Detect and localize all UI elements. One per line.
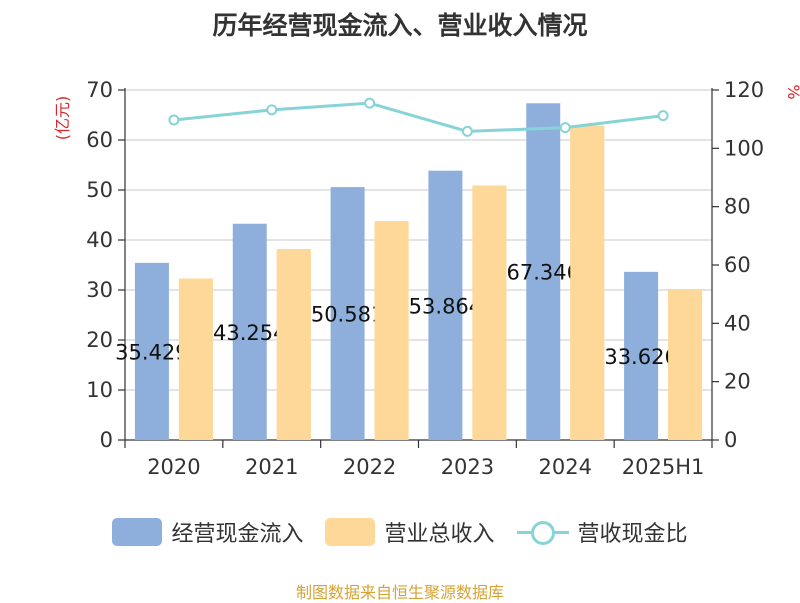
x-axis-tick-label: 2022 [343,455,396,479]
right-axis-tick-label: 100 [724,136,764,160]
bar-revenue-overlay [472,185,507,440]
x-axis-tick-label: 2023 [441,455,494,479]
left-axis-tick-label: 70 [86,78,113,102]
bar-cash-inflow [526,103,561,441]
bar-revenue-overlay [374,221,409,440]
right-axis-tick-label: 20 [724,370,751,394]
legend: 经营现金流入 营业总收入 营收现金比 [0,516,800,548]
left-axis-unit: (亿元) [53,96,72,141]
chart-title: 历年经营现金流入、营业收入情况 [212,11,588,40]
legend-swatch-cash-inflow [112,518,163,546]
data-label-cash-inflow: 50.581 [311,303,384,327]
right-axis-tick-label: 120 [724,78,764,102]
x-axis-tick-label: 2020 [147,455,200,479]
source-note: 制图数据来自恒生聚源数据库 [295,583,504,602]
bar-cash-inflow [428,170,463,440]
legend-label-revenue: 营业总收入 [384,522,495,547]
left-axis-tick-label: 20 [86,328,113,352]
legend-label-cash-ratio: 营收现金比 [577,522,688,547]
left-axis-tick-label: 0 [100,428,113,452]
x-axis-tick-label: 2025H1 [622,455,705,479]
right-axis-tick-label: 0 [724,428,737,452]
legend-item-cash-inflow[interactable]: 经营现金流入 [112,516,303,548]
legend-label-cash-inflow: 经营现金流入 [171,522,304,547]
data-label-cash-inflow: 35.429 [115,340,188,364]
bar-revenue-overlay [570,125,605,440]
left-axis-tick-label: 40 [86,228,113,252]
x-axis-tick-label: 2021 [245,455,298,479]
data-label-cash-inflow: 33.626 [604,345,677,369]
right-axis-tick-label: 60 [724,253,751,277]
left-axis-tick-label: 30 [86,278,113,302]
data-label-cash-inflow: 67.346 [507,261,580,285]
bar-revenue-overlay [178,278,213,440]
bar-cash-inflow [330,187,365,440]
data-label-cash-inflow: 43.254 [213,321,286,345]
point-cash-ratio [461,125,473,137]
point-cash-ratio [168,114,180,126]
bar-revenue-overlay [668,289,703,440]
point-cash-ratio [657,110,669,122]
right-axis-unit: % [784,84,800,99]
bar-cash-inflow [134,262,169,440]
bar-cash-inflow [232,223,267,440]
left-axis-tick-label: 50 [86,178,113,202]
point-cash-ratio [266,104,278,116]
data-label-cash-inflow: 53.864 [409,294,482,318]
left-axis-tick-label: 60 [86,128,113,152]
line-cash-ratio [173,101,664,133]
right-axis-tick-label: 40 [724,311,751,335]
point-cash-ratio [559,122,571,134]
left-axis-tick-label: 10 [86,378,113,402]
bar-revenue-overlay [276,249,311,440]
legend-swatch-revenue [325,518,376,546]
bar-cash-inflow [624,271,659,440]
x-axis-tick-label: 2024 [539,455,592,479]
point-cash-ratio [364,97,376,109]
legend-item-cash-ratio[interactable]: 营收现金比 [516,516,688,548]
legend-item-revenue[interactable]: 营业总收入 [325,516,495,548]
right-axis-tick-label: 80 [724,195,751,219]
legend-swatch-cash-ratio [516,518,569,546]
